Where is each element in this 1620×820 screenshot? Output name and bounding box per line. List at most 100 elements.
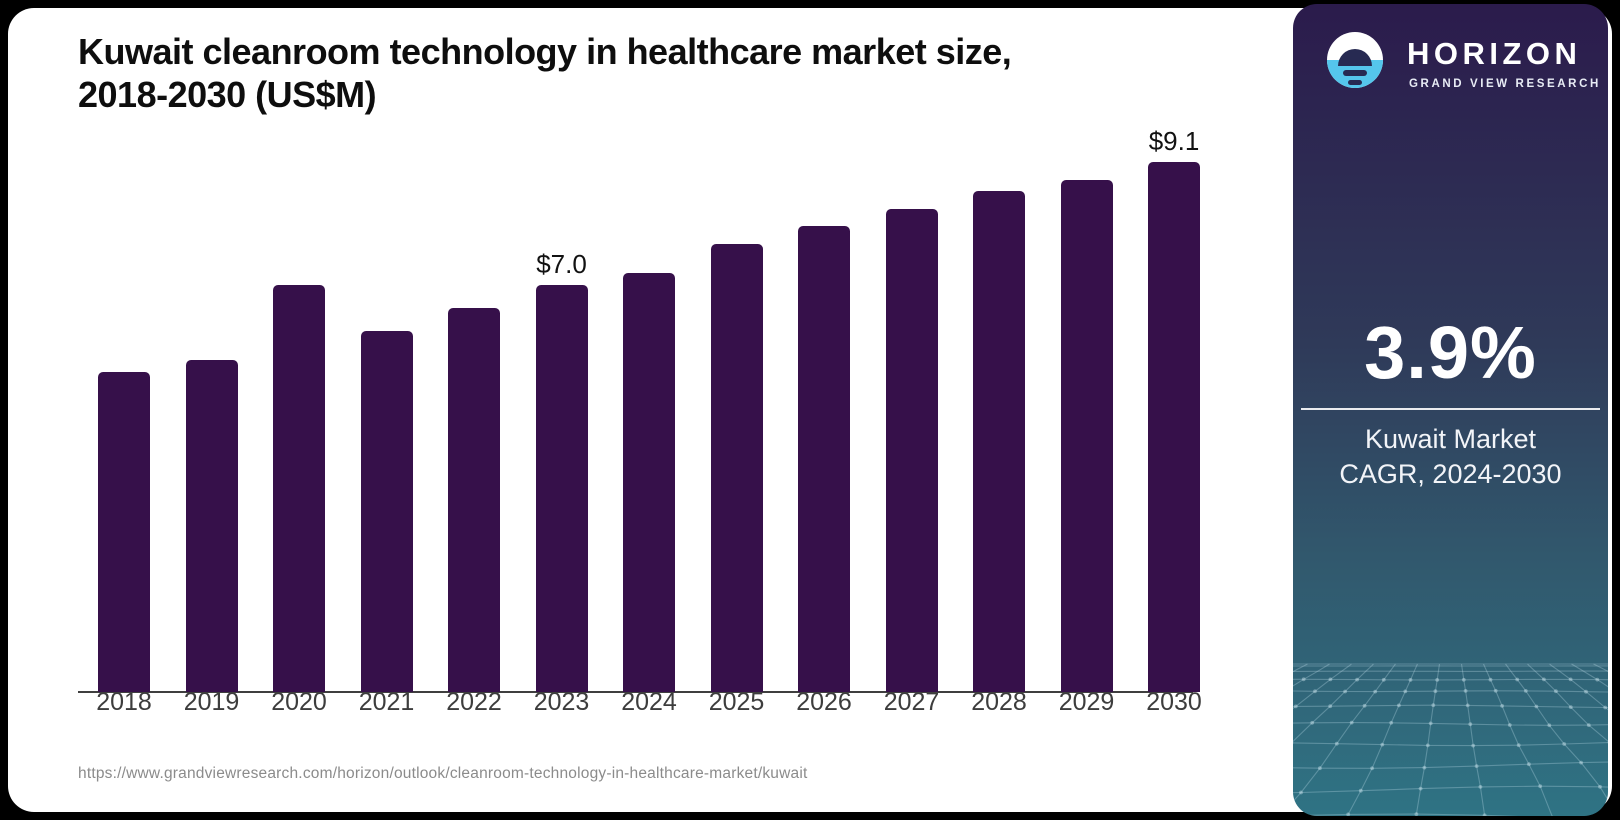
chart-title-line2: 2018-2030 (US$M) [78, 74, 377, 115]
sidebar-panel: HORIZON GRAND VIEW RESEARCH 3.9% Kuwait … [1293, 4, 1608, 816]
mesh-line [1293, 722, 1608, 726]
cagr-label-line2: CAGR, 2024-2030 [1339, 459, 1562, 489]
mesh-line [1293, 678, 1608, 681]
mesh-node [1488, 677, 1493, 682]
mesh-node [1328, 704, 1333, 709]
mesh-node [1414, 812, 1419, 816]
mesh-node [1397, 703, 1401, 708]
bar-2018 [98, 372, 150, 692]
mesh-node [1568, 705, 1573, 709]
mesh-node [1370, 766, 1374, 771]
mesh-node [1538, 784, 1543, 789]
mesh-node [1478, 785, 1483, 789]
mesh-node [1547, 723, 1552, 728]
mesh-node [1431, 703, 1436, 708]
mesh-line [1347, 663, 1418, 815]
bar-2029 [1060, 180, 1113, 692]
mesh-line [1293, 813, 1519, 816]
mesh-node [1422, 765, 1427, 770]
mesh-node [1516, 743, 1521, 748]
x-tick-2020: 2020 [271, 688, 327, 716]
bar-2025 [710, 244, 763, 692]
x-tick-2019: 2019 [183, 688, 240, 716]
mesh-line [1527, 663, 1608, 742]
mesh-node [1493, 688, 1498, 693]
mesh-node [1403, 689, 1408, 694]
mesh-node [1389, 720, 1394, 725]
mesh-node [1542, 677, 1546, 682]
mesh-node [1461, 677, 1466, 682]
mesh-node [1318, 766, 1322, 771]
mesh-node [1435, 678, 1440, 682]
mesh-node [1568, 677, 1573, 682]
stat-divider [1301, 408, 1600, 410]
x-tick-2018: 2018 [96, 688, 152, 716]
mesh-node [1346, 812, 1351, 816]
x-tick-2029: 2029 [1058, 688, 1115, 716]
mesh-line [1293, 663, 1308, 673]
bar-2030 [1148, 162, 1200, 692]
brand-name: HORIZON [1407, 36, 1581, 71]
bar-2020 [273, 285, 325, 692]
horizon-logo: HORIZON GRAND VIEW RESEARCH [1293, 4, 1608, 114]
mesh-line [1482, 663, 1553, 816]
mesh-node [1523, 689, 1528, 693]
mesh-line [1293, 704, 1608, 709]
mesh-node [1603, 705, 1608, 710]
brand-subtitle: GRAND VIEW RESEARCH [1409, 78, 1601, 90]
value-label-2023: $7.0 [536, 249, 587, 279]
mesh-node [1579, 760, 1583, 765]
mesh-node [1313, 689, 1317, 694]
mesh-line [1293, 663, 1330, 687]
mesh-line [1293, 663, 1374, 743]
bar-2023 [535, 285, 588, 692]
x-tick-2024: 2024 [621, 688, 677, 716]
x-tick-2027: 2027 [883, 688, 940, 716]
mesh-node [1408, 678, 1413, 682]
mesh-line [1505, 663, 1608, 801]
mesh-line [1415, 663, 1441, 815]
mesh-node [1586, 723, 1591, 727]
x-tick-2021: 2021 [358, 688, 415, 716]
mesh-node [1293, 704, 1298, 709]
chart-title-line1: Kuwait cleanroom technology in healthcar… [78, 31, 1012, 72]
mesh-node [1358, 788, 1363, 793]
mesh-node [1534, 704, 1539, 709]
mesh-line [1593, 663, 1608, 672]
mesh-line [1293, 785, 1608, 794]
mesh-line [1293, 690, 1608, 693]
mesh-node [1471, 743, 1476, 748]
mesh-line [1293, 663, 1352, 710]
bar-2028 [973, 191, 1025, 692]
bar-2022 [448, 308, 500, 692]
mesh-node [1328, 677, 1333, 682]
mesh-node [1507, 723, 1512, 727]
horizon-sun-icon: HORIZON GRAND VIEW RESEARCH [1327, 32, 1601, 90]
mesh-node [1349, 720, 1354, 725]
mesh-node [1433, 689, 1438, 694]
mesh-node [1598, 784, 1602, 789]
x-axis-line [78, 691, 1193, 693]
mesh-line [1549, 663, 1608, 711]
mesh-node [1584, 689, 1588, 694]
mesh-node [1482, 813, 1487, 816]
mesh-line [1460, 663, 1486, 816]
bar-2026 [798, 226, 850, 692]
mesh-node [1299, 790, 1303, 795]
x-tick-2026: 2026 [796, 688, 852, 716]
bar-2024 [623, 273, 675, 692]
mesh-node [1334, 741, 1339, 746]
mesh-node [1554, 689, 1558, 694]
x-tick-2023: 2023 [533, 688, 590, 716]
mesh-decoration [1293, 663, 1608, 816]
bar-chart: 2018 2019 2020 2021 2022 2023 $7.0 2024 2025 2026… [78, 126, 1202, 716]
x-tick-2030: 2030 [1146, 688, 1202, 716]
mesh-node [1362, 703, 1367, 708]
cagr-stat-block: 3.9% Kuwait Market CAGR, 2024-2030 [1293, 312, 1608, 492]
mesh-node [1355, 677, 1359, 682]
mesh-line [1293, 742, 1608, 747]
mesh-node [1310, 720, 1315, 725]
mesh-line [1571, 663, 1608, 688]
bar-2019 [185, 360, 238, 692]
